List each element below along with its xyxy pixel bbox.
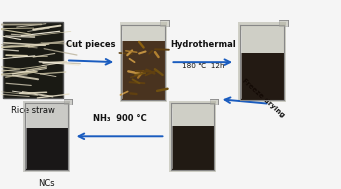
Bar [64,99,72,104]
Bar [120,22,167,102]
Text: Hydrothermal: Hydrothermal [170,40,236,49]
Bar [3,22,63,98]
Bar [279,20,288,26]
Text: NH₃  900 °C: NH₃ 900 °C [93,114,146,123]
Bar [171,126,214,170]
Bar [23,101,70,172]
Text: Freeze drying: Freeze drying [241,77,285,118]
Bar [121,41,165,100]
Bar [238,22,286,102]
Bar [169,101,216,172]
Bar [210,99,218,104]
Text: NCs: NCs [38,179,55,188]
Bar [161,20,169,26]
Text: 180 ℃  12h: 180 ℃ 12h [181,63,224,69]
Text: Rice straw: Rice straw [11,105,55,115]
Bar [25,128,69,170]
Bar [240,53,284,100]
Text: Cut pieces: Cut pieces [66,40,116,50]
